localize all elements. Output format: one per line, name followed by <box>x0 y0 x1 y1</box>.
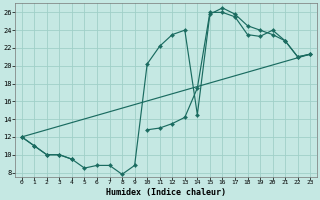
X-axis label: Humidex (Indice chaleur): Humidex (Indice chaleur) <box>106 188 226 197</box>
